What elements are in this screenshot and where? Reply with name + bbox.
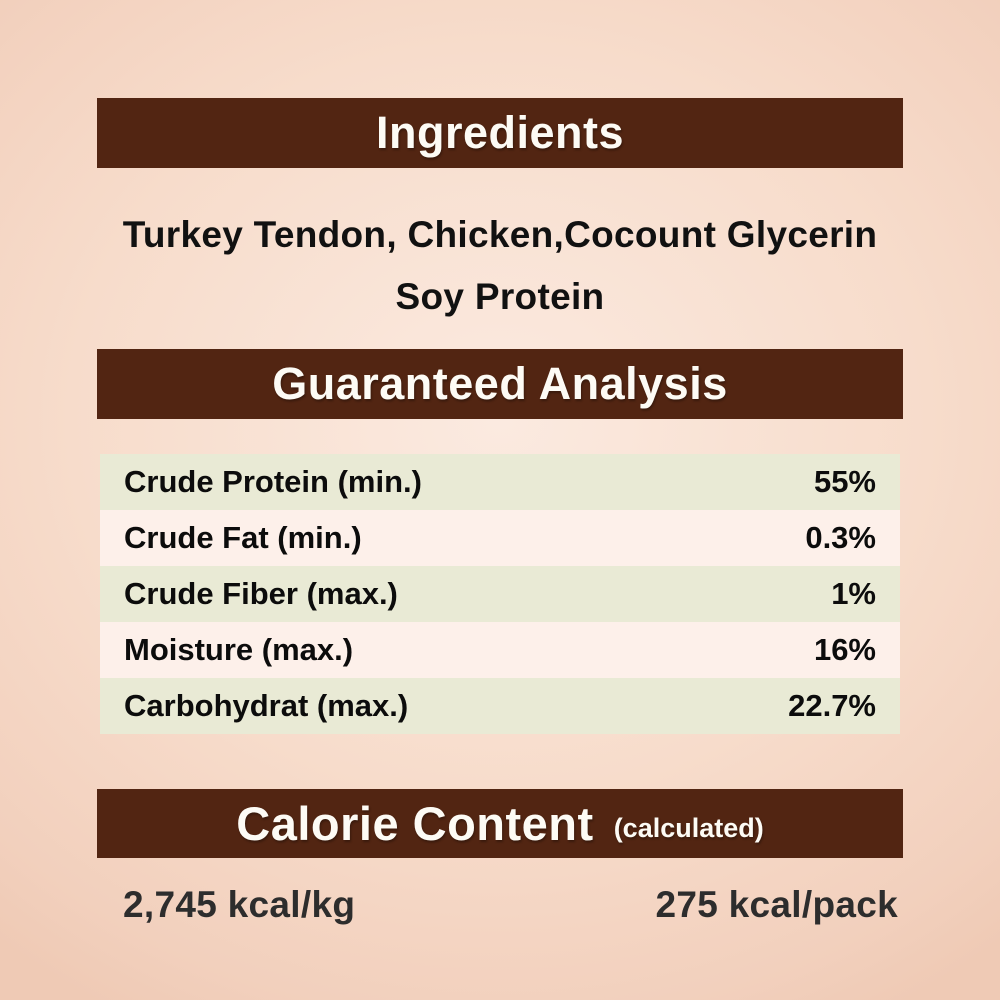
guaranteed-analysis-table: Crude Protein (min.) 55% Crude Fat (min.… <box>100 454 900 734</box>
table-row: Carbohydrat (max.) 22.7% <box>100 678 900 734</box>
calorie-content-subtitle: (calculated) <box>613 813 764 843</box>
analysis-row-value: 1% <box>831 576 876 611</box>
calories-per-kg: 2,745 kcal/kg <box>123 884 356 925</box>
analysis-row-label: Crude Fat (min.) <box>124 520 362 555</box>
guaranteed-analysis-title: Guaranteed Analysis <box>272 358 728 409</box>
ingredients-title: Ingredients <box>375 107 625 158</box>
analysis-row-value: 22.7% <box>788 688 876 723</box>
analysis-row-value: 0.3% <box>805 520 876 555</box>
calories-per-pack: 275 kcal/pack <box>655 884 898 925</box>
analysis-row-label: Crude Fiber (max.) <box>124 576 398 611</box>
analysis-row-value: 55% <box>813 464 876 499</box>
ingredients-line-2: Soy Protein <box>395 276 605 317</box>
calorie-content-header-bar: Calorie Content (calculated) <box>97 789 903 858</box>
analysis-row-value: 16% <box>813 632 876 667</box>
guaranteed-analysis-header-bar: Guaranteed Analysis <box>97 349 903 419</box>
analysis-row-label: Moisture (max.) <box>124 632 354 667</box>
table-row: Crude Fat (min.) 0.3% <box>100 510 900 566</box>
ingredients-list: Turkey Tendon, Chicken,Cocount Glycerin … <box>0 204 1000 328</box>
calorie-content-title: Calorie Content <box>236 797 594 850</box>
table-row: Crude Fiber (max.) 1% <box>100 566 900 622</box>
table-row: Moisture (max.) 16% <box>100 622 900 678</box>
ingredients-header-bar: Ingredients <box>97 98 903 168</box>
ingredients-line-1: Turkey Tendon, Chicken,Cocount Glycerin <box>122 214 878 255</box>
analysis-row-label: Crude Protein (min.) <box>124 464 422 499</box>
table-row: Crude Protein (min.) 55% <box>100 454 900 510</box>
analysis-row-label: Carbohydrat (max.) <box>124 688 409 723</box>
calorie-values: 2,745 kcal/kg 275 kcal/pack <box>0 884 1000 926</box>
